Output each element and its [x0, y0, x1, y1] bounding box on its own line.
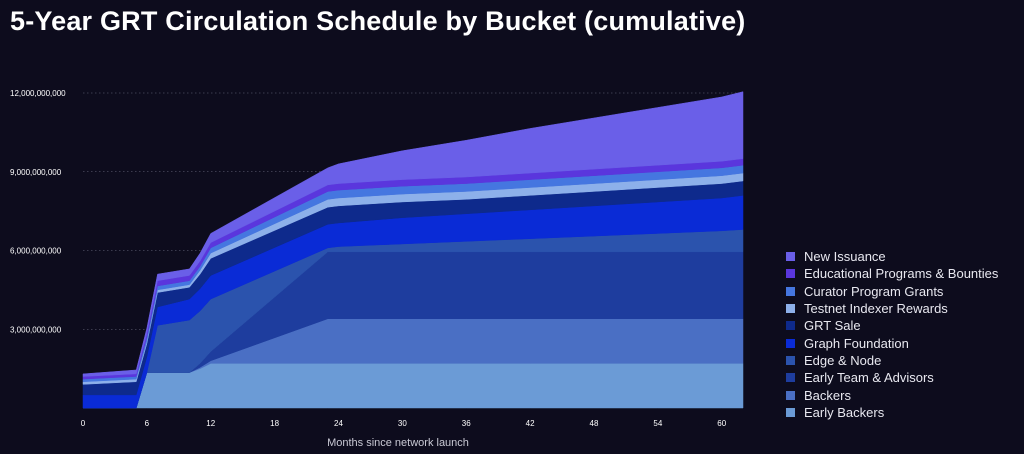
legend-label: Educational Programs & Bounties	[804, 266, 999, 282]
legend-label: Backers	[804, 387, 851, 403]
legend-swatch	[786, 338, 795, 348]
legend-label: Edge & Node	[804, 352, 882, 368]
x-tick-label: 36	[462, 419, 471, 428]
y-tick-label: 3,000,000,000	[10, 325, 62, 334]
legend-swatch	[786, 321, 795, 331]
legend-swatch	[786, 390, 795, 400]
y-tick-label: 9,000,000,000	[10, 168, 62, 177]
y-tick-label: 6,000,000,000	[10, 247, 62, 256]
legend-item: Curator Program Grants	[786, 283, 998, 300]
x-tick-label: 6	[145, 419, 150, 428]
chart-title: 5-Year GRT Circulation Schedule by Bucke…	[10, 6, 746, 36]
x-axis-label: Months since network launch	[327, 437, 469, 449]
x-tick-label: 18	[270, 419, 279, 428]
x-tick-label: 60	[717, 419, 726, 428]
legend-item: GRT Sale	[786, 317, 998, 334]
legend-item: Testnet Indexer Rewards	[786, 300, 998, 317]
legend-swatch	[786, 407, 795, 417]
legend-label: Curator Program Grants	[804, 283, 944, 299]
legend-swatch	[786, 286, 795, 296]
legend-item: Backers	[786, 386, 998, 403]
x-tick-label: 0	[81, 419, 86, 428]
legend-item: Early Backers	[786, 404, 998, 421]
legend-label: Early Backers	[804, 404, 885, 420]
x-axis-ticks: 0 6 12 18 24 30 36 42 48 54 60	[81, 419, 727, 428]
x-tick-label: 12	[206, 419, 215, 428]
x-tick-label: 48	[590, 419, 599, 428]
legend-label: New Issuance	[804, 249, 886, 265]
legend-item: Graph Foundation	[786, 334, 998, 351]
x-tick-label: 42	[526, 419, 535, 428]
x-tick-label: 24	[334, 419, 343, 428]
legend-label: GRT Sale	[804, 318, 861, 334]
legend-swatch	[786, 252, 795, 262]
legend-swatch	[786, 304, 795, 314]
x-tick-label: 30	[398, 419, 407, 428]
y-axis-ticks: 3,000,000,000 6,000,000,000 9,000,000,000 1…	[10, 89, 66, 334]
legend-item: New Issuance	[786, 248, 998, 265]
legend-item: Educational Programs & Bounties	[786, 265, 998, 282]
legend-label: Graph Foundation	[804, 335, 909, 351]
legend: New Issuance Educational Programs & Bount…	[786, 248, 998, 421]
x-tick-label: 54	[653, 419, 662, 428]
area-new-issuance	[82, 91, 744, 377]
stacked-areas	[82, 91, 744, 409]
legend-item: Edge & Node	[786, 352, 998, 369]
legend-item: Early Team & Advisors	[786, 369, 998, 386]
legend-label: Testnet Indexer Rewards	[804, 301, 948, 317]
legend-swatch	[786, 373, 795, 383]
legend-label: Early Team & Advisors	[804, 370, 934, 386]
legend-swatch	[786, 355, 795, 365]
y-tick-label: 12,000,000,000	[10, 89, 66, 98]
legend-swatch	[786, 269, 795, 279]
